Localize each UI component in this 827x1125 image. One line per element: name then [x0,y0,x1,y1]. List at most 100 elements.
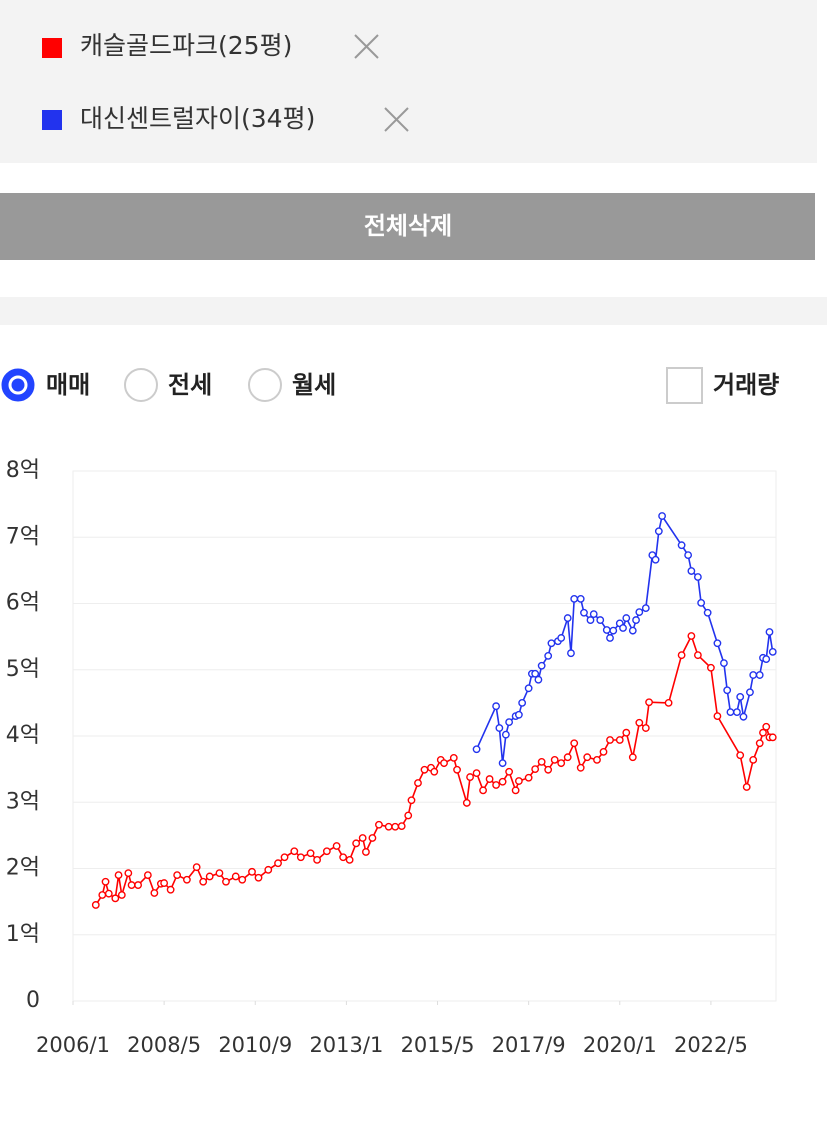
data-point [755,671,764,679]
data-point [248,867,256,876]
data-point [322,847,331,856]
data-point [391,822,400,831]
data-point [492,781,501,789]
data-point [534,675,543,684]
data-point [345,855,354,864]
data-point [641,724,650,732]
data-point [498,777,507,786]
data-point [599,748,608,756]
x-tick-label: 2008/5 [127,1033,201,1057]
data-point [524,684,533,693]
y-tick-label: 6억 [6,591,40,616]
x-tick-label: 2020/1 [583,1033,657,1057]
data-point [557,759,566,768]
x-tick-label: 2013/1 [309,1033,383,1057]
data-point [664,698,673,707]
data-point [485,775,494,783]
checkbox[interactable] [666,367,703,404]
data-point [606,736,614,744]
data-point [697,598,706,607]
data-point [479,786,487,795]
data-point [759,728,767,737]
remove-icon[interactable] [384,107,409,132]
data-point [514,777,523,785]
data-point [332,842,341,850]
delete-all-button[interactable] [0,193,815,260]
x-tick-label: 2022/5 [674,1033,748,1057]
data-point [677,651,686,660]
data-point [296,853,305,862]
radio[interactable] [124,368,158,402]
data-point [576,763,585,772]
x-tick-label: 2006/1 [36,1033,110,1057]
data-point [492,702,501,711]
data-point [677,541,686,550]
data-point [733,708,741,717]
data-point [518,698,527,707]
data-point [632,616,640,624]
data-point [192,863,201,872]
data-point [505,718,514,726]
data-point [693,651,702,660]
radio-label: 매매 [46,371,90,399]
y-tick-label: 4억 [6,723,40,748]
data-point [150,889,159,897]
data-point [440,759,448,768]
data-point [567,649,575,658]
button-label: 전체삭제 [364,212,452,240]
data-point [134,881,142,889]
selection-box [0,0,817,163]
data-point [749,671,758,679]
data-point [635,718,644,727]
remove-icon[interactable] [354,34,379,59]
data-point [596,616,605,624]
data-point [462,799,471,807]
data-point [736,751,745,760]
data-point [720,659,728,668]
data-point [768,647,777,656]
data-point [127,881,136,889]
data-point [166,885,175,894]
data-point [531,765,540,774]
data-point [117,891,126,899]
data-point [472,745,481,754]
data-point [589,610,598,618]
data-point [609,626,618,635]
data-point [254,873,263,882]
radio-label: 월세 [292,371,336,399]
data-point [693,573,702,581]
data-point [742,783,751,791]
radio[interactable] [248,368,282,402]
data-point [407,796,416,805]
data-point [583,753,592,762]
data-point [215,869,224,878]
data-point [199,877,208,886]
data-point [466,773,474,781]
data-point [658,512,666,520]
data-point [420,765,429,774]
data-point [570,594,579,603]
data-point [368,834,377,842]
data-point [404,811,413,820]
data-point [547,639,556,648]
data-point [430,767,439,776]
data-point [306,849,315,858]
data-point [762,722,771,731]
data-point [755,739,764,748]
data-point [602,626,611,634]
data-point [687,567,696,575]
data-point [687,632,696,640]
data-point [628,626,637,635]
data-point [557,634,566,642]
data-point [339,853,348,862]
checkbox-label: 거래량 [713,371,779,399]
data-point [684,551,693,560]
y-tick-label: 5억 [6,657,40,682]
data-point [231,872,240,881]
data-point [290,847,299,856]
legend-label: 대신센트럴자이(34평) [80,104,315,133]
data-point [495,724,504,732]
data-point [762,655,771,664]
data-point [765,628,774,636]
